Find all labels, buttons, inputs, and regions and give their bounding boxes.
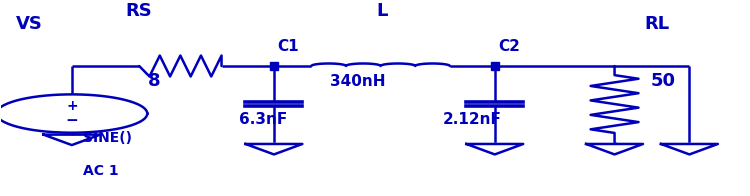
Text: L: L: [376, 2, 388, 20]
Text: VS: VS: [16, 15, 43, 33]
Text: C1: C1: [278, 40, 299, 54]
Text: 8: 8: [148, 72, 160, 90]
Text: 2.12nF: 2.12nF: [442, 112, 501, 127]
Text: 340nH: 340nH: [330, 74, 386, 89]
Text: SINE(): SINE(): [83, 131, 132, 145]
Text: 50: 50: [650, 72, 676, 90]
Text: +: +: [66, 99, 78, 113]
Text: RS: RS: [126, 2, 152, 20]
Text: C2: C2: [499, 40, 520, 54]
Text: −: −: [65, 113, 78, 128]
Text: 6.3nF: 6.3nF: [238, 112, 287, 127]
Text: RL: RL: [644, 15, 670, 33]
Text: AC 1: AC 1: [83, 164, 118, 178]
